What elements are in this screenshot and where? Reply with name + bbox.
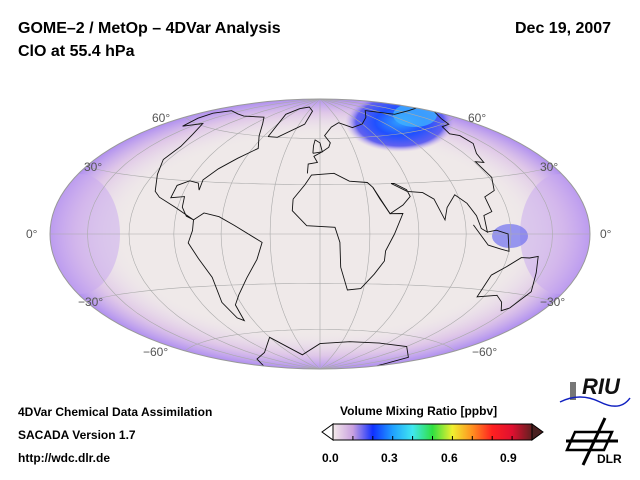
dlr-logo — [565, 417, 618, 466]
footer-line-1: 4DVar Chemical Data Assimilation — [18, 405, 213, 419]
colorbar-tick-label: 0.9 — [500, 451, 517, 465]
date-label: Dec 19, 2007 — [515, 20, 612, 37]
figure-subtitle: ClO at 55.4 hPa — [18, 43, 135, 60]
lat-label-left: −30° — [78, 295, 104, 309]
meridian-line — [319, 99, 420, 369]
meridian-line — [173, 99, 321, 369]
coastline — [267, 106, 314, 138]
coastline — [312, 139, 323, 154]
coastlines — [154, 106, 539, 367]
meridian-line — [319, 99, 467, 369]
meridian-line — [319, 99, 371, 369]
coastline — [187, 212, 263, 322]
colorbar-high-arrow — [531, 423, 544, 441]
coastline — [476, 255, 539, 312]
colorbar-low-arrow — [321, 423, 334, 441]
lat-label-left: 0° — [26, 227, 38, 241]
coastline — [372, 111, 495, 234]
footer-line-2: SACADA Version 1.7 — [18, 428, 136, 442]
clo-indonesia — [492, 224, 528, 248]
lat-label-left: 60° — [152, 111, 171, 125]
colorbar — [321, 423, 544, 441]
meridian-line — [319, 99, 553, 369]
meridian-line — [220, 99, 321, 369]
colorbar-tick-label: 0.6 — [441, 451, 458, 465]
coastline — [154, 110, 265, 221]
coastline — [473, 224, 510, 252]
colorbar-tick-label: 0.3 — [381, 451, 398, 465]
graticule — [50, 99, 590, 369]
meridian-line — [319, 99, 512, 369]
lat-label-right: −60° — [472, 345, 498, 359]
footer-url[interactable]: http://wdc.dlr.de — [18, 451, 110, 465]
meridian-line — [269, 99, 321, 369]
coastline — [306, 107, 417, 174]
coastline — [256, 336, 409, 367]
lat-label-right: 0° — [600, 227, 612, 241]
riu-logo-text: RIU — [582, 374, 620, 399]
lat-label-right: 30° — [540, 160, 559, 174]
dlr-logo-text: DLR — [597, 452, 622, 466]
riu-logo — [559, 382, 631, 407]
colorbar-tick-label: 0.0 — [322, 451, 339, 465]
colorbar-title: Volume Mixing Ratio [ppbv] — [340, 404, 498, 418]
figure-title: GOME–2 / MetOp – 4DVar Analysis — [18, 20, 281, 37]
map-border — [49, 98, 591, 370]
coastline — [291, 172, 404, 291]
lat-label-right: 60° — [468, 111, 487, 125]
lat-label-left: −60° — [143, 345, 169, 359]
meridian-line — [128, 99, 321, 369]
lat-label-right: −30° — [540, 295, 566, 309]
lat-label-left: 30° — [84, 160, 103, 174]
